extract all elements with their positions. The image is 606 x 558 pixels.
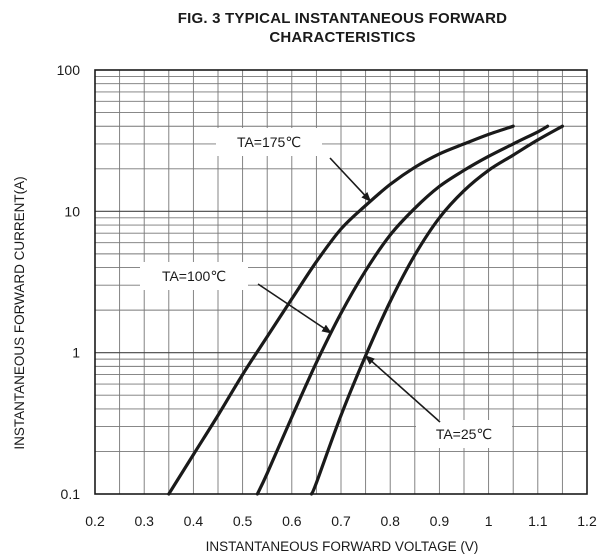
- x-tick-label: 0.5: [233, 513, 253, 529]
- x-tick-label: 0.3: [134, 513, 154, 529]
- x-tick-label: 1.1: [528, 513, 548, 529]
- y-tick-label: 0.1: [61, 486, 81, 502]
- annotation-arrow: [364, 355, 441, 423]
- y-tick-label: 100: [57, 62, 81, 78]
- x-tick-label: 1: [485, 513, 493, 529]
- x-tick-label: 0.4: [184, 513, 204, 529]
- annotation-arrow: [329, 157, 372, 203]
- annotation-label: TA=175℃: [237, 134, 301, 150]
- series-line-2: [309, 124, 564, 496]
- annotation-label: TA=25℃: [436, 426, 492, 442]
- x-tick-label: 0.7: [331, 513, 351, 529]
- x-tick-label: 0.6: [282, 513, 302, 529]
- chart-subtitle: CHARACTERISTICS: [269, 29, 416, 46]
- x-tick-label: 1.2: [577, 513, 597, 529]
- plot-frame: [94, 69, 588, 495]
- x-tick-label: 0.8: [380, 513, 400, 529]
- y-tick-label: 10: [64, 203, 80, 219]
- chart-title: FIG. 3 TYPICAL INSTANTANEOUS FORWARD: [177, 10, 508, 27]
- y-axis-label: INSTANTANEOUS FORWARD CURRENT(A): [12, 176, 27, 449]
- series-line-1: [255, 124, 550, 496]
- annotation-arrow: [257, 283, 332, 334]
- y-tick-label: 1: [72, 345, 80, 361]
- annotation-label: TA=100℃: [162, 268, 226, 284]
- annotation-box: [416, 420, 512, 448]
- x-axis-label: INSTANTANEOUS FORWARD VOLTAGE (V): [206, 539, 479, 554]
- x-tick-label: 0.2: [85, 513, 105, 529]
- series-line-0: [167, 124, 515, 496]
- annotation-box: [216, 128, 322, 156]
- annotation-box: [140, 262, 248, 290]
- x-tick-label: 0.9: [430, 513, 450, 529]
